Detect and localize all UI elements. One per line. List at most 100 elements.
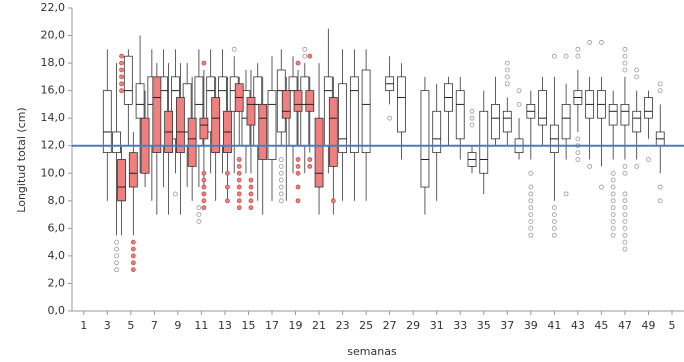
outlier [528,212,534,217]
outlier [622,60,628,66]
box [455,90,465,140]
x-tick-label: 29 [406,319,420,332]
outlier [610,177,616,183]
box [432,110,442,154]
x-tick-label: 25 [359,319,373,332]
outlier [248,205,254,211]
outlier [575,157,581,162]
outlier [295,170,301,176]
y-tick-label: 10,0 [41,166,66,179]
y-tick-label: 22,0 [41,1,66,14]
outlier [610,212,616,217]
outlier [295,60,301,66]
outlier [516,88,522,94]
outlier [551,225,557,231]
x-tick-label: 11 [194,319,208,332]
outlier [248,177,254,183]
x-tick-label: 43 [571,319,585,332]
outlier [563,53,569,59]
x-tick-label: 13 [218,319,232,332]
outlier [307,163,313,169]
outlier [307,53,313,59]
outlier [225,184,230,190]
y-tick-label: 0,0 [48,304,66,317]
outlier [236,157,242,162]
outlier [657,88,663,94]
outlier [119,81,124,87]
outlier [610,225,616,231]
outlier [278,184,284,190]
outlier [657,81,663,87]
outlier [551,219,557,224]
x-tick-label: 5 [127,319,134,332]
x-tick-label: 21 [312,319,326,332]
outlier [528,198,534,204]
outlier [622,191,628,197]
outlier [610,205,616,211]
box [632,110,642,133]
outlier [610,198,616,204]
outlier [657,184,663,190]
box [349,76,359,154]
box [479,110,489,174]
box [117,159,126,202]
outlier [551,212,557,217]
outlier [575,53,581,59]
outlier [469,115,475,121]
outlier [248,184,254,190]
outlier [130,246,136,252]
outlier [302,53,308,59]
box [246,97,256,126]
outlier [295,198,301,204]
box [420,90,430,188]
box [314,117,324,188]
outlier [119,74,124,80]
x-tick-label: 31 [430,319,444,332]
outlier [119,67,124,73]
outlier [575,46,581,52]
outlier [622,53,628,59]
box [561,104,571,140]
box [328,97,338,167]
x-tick-label: 41 [547,319,561,332]
outlier [587,40,593,45]
outlier [236,177,242,183]
outlier [622,46,628,52]
outlier [114,239,119,245]
outlier [278,163,284,169]
box [502,110,512,133]
outlier [504,67,510,73]
outlier [196,212,202,217]
outlier [278,157,284,162]
outlier [302,46,308,52]
box [338,83,347,154]
x-tick-label: 39 [524,319,538,332]
box [211,97,221,154]
outlier [622,219,628,224]
outlier [551,53,557,59]
outlier [130,239,136,245]
x-tick-label: 45 [594,319,608,332]
box [491,104,500,140]
outlier [634,163,640,169]
outlier [622,67,628,73]
outlier [504,60,510,66]
box [293,90,303,112]
outlier [622,205,628,211]
box [123,55,133,105]
x-tick-label: 9 [174,319,181,332]
outlier [130,253,136,259]
x-axis-label: semanas [347,345,397,358]
box [152,76,162,154]
box [135,83,145,119]
outlier [610,232,616,238]
x-tick-label: 35 [477,319,491,332]
outlier [528,219,534,224]
box [361,69,371,154]
y-tick-label: 16,0 [41,84,66,97]
box [112,131,121,154]
outlier [225,170,230,176]
outlier [610,191,616,197]
x-tick-label: 27 [383,319,397,332]
